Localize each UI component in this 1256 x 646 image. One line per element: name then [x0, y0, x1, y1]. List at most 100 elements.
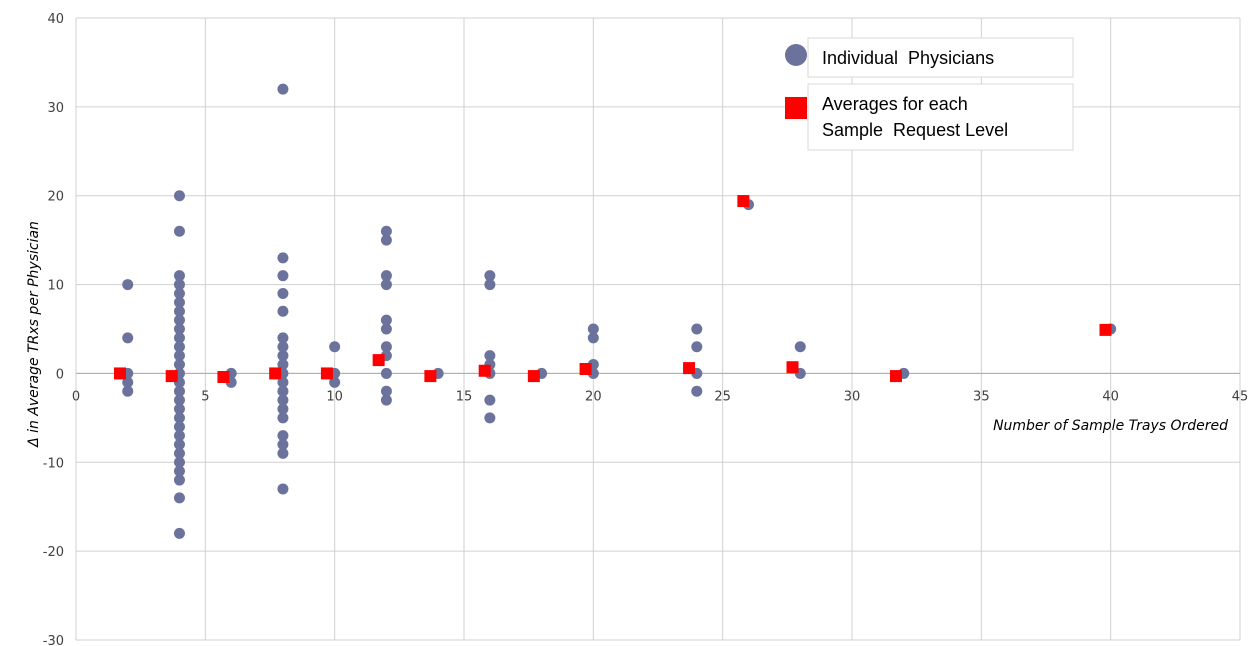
physician-point — [277, 332, 289, 344]
physician-point — [484, 350, 496, 362]
physician-point — [173, 474, 185, 486]
physician-point — [277, 341, 289, 353]
x-tick-label: 45 — [1232, 389, 1249, 404]
physician-point — [484, 394, 496, 406]
physician-point — [587, 323, 599, 335]
physician-point — [173, 394, 185, 406]
physician-point — [173, 447, 185, 459]
physician-point — [691, 341, 703, 353]
average-point — [1099, 323, 1112, 336]
physician-point — [380, 225, 392, 237]
physician-point — [277, 412, 289, 424]
physician-point — [173, 323, 185, 335]
x-tick-label: 30 — [844, 389, 861, 404]
physician-point — [794, 341, 806, 353]
physician-point — [277, 430, 289, 442]
average-point — [320, 367, 333, 380]
physician-point — [691, 323, 703, 335]
physician-point — [173, 332, 185, 344]
physician-point — [122, 332, 134, 344]
legend-label-individual-physicians: Individual Physicians — [822, 48, 994, 68]
physician-point — [277, 287, 289, 299]
x-axis-ticks: 0 5 10 15 20 25 30 35 40 45 — [72, 389, 1248, 404]
physician-point — [277, 403, 289, 415]
physician-point — [173, 279, 185, 291]
x-tick-label: 25 — [714, 389, 731, 404]
physician-point — [122, 279, 134, 291]
average-point — [527, 370, 540, 383]
physician-point — [329, 341, 341, 353]
physician-point — [329, 376, 341, 388]
legend-label-averages-line2: Sample Request Level — [822, 120, 1008, 140]
y-tick-label: 10 — [47, 279, 64, 294]
legend-label-averages-line1: Averages for each — [822, 94, 968, 114]
physician-point — [277, 376, 289, 388]
average-point — [478, 364, 491, 377]
physician-point — [173, 190, 185, 202]
physician-point — [173, 287, 185, 299]
data-points — [113, 83, 1117, 539]
physician-point — [380, 234, 392, 246]
average-point — [579, 362, 592, 375]
physician-point — [122, 385, 134, 397]
legend-box-2 — [807, 83, 1074, 151]
y-tick-label: 20 — [47, 190, 64, 205]
physician-point — [277, 385, 289, 397]
physician-point — [173, 270, 185, 282]
legend-box-1 — [807, 37, 1074, 78]
legend: Individual Physicians Averages for each … — [785, 37, 1074, 151]
physician-point — [277, 447, 289, 459]
x-tick-label: 40 — [1102, 389, 1119, 404]
physician-point — [380, 314, 392, 326]
physician-point — [277, 350, 289, 362]
physician-point — [173, 305, 185, 317]
physician-point — [173, 403, 185, 415]
x-tick-label: 5 — [201, 389, 209, 404]
physician-point — [380, 323, 392, 335]
physician-point — [173, 527, 185, 539]
x-tick-label: 35 — [973, 389, 990, 404]
y-tick-label: -30 — [43, 634, 64, 646]
x-tick-label: 15 — [456, 389, 473, 404]
physician-point — [380, 385, 392, 397]
y-axis-title: Δ in Average TRxs per Physician — [26, 221, 42, 448]
physician-point — [277, 252, 289, 264]
physician-point — [173, 430, 185, 442]
x-tick-label: 20 — [585, 389, 602, 404]
physician-point — [380, 270, 392, 282]
y-tick-label: 0 — [56, 367, 64, 382]
y-tick-label: 30 — [47, 101, 64, 116]
x-axis-title: Number of Sample Trays Ordered — [993, 418, 1228, 434]
x-tick-label: 10 — [326, 389, 343, 404]
physician-point — [380, 279, 392, 291]
physician-point — [173, 439, 185, 451]
physician-point — [173, 412, 185, 424]
average-point — [424, 370, 437, 383]
physician-point — [380, 367, 392, 379]
physician-point — [173, 465, 185, 477]
physician-point — [277, 439, 289, 451]
physician-point — [277, 359, 289, 371]
legend-marker-averages — [785, 97, 807, 119]
legend-marker-individual-physicians — [785, 44, 807, 66]
y-tick-label: 40 — [47, 12, 64, 27]
average-point — [889, 370, 902, 383]
physician-point — [173, 225, 185, 237]
physician-point — [122, 376, 134, 388]
physician-point — [173, 492, 185, 504]
average-point — [217, 370, 230, 383]
average-point — [372, 354, 385, 367]
physician-point — [484, 279, 496, 291]
physician-point — [484, 412, 496, 424]
physician-point — [173, 456, 185, 468]
physician-point — [173, 385, 185, 397]
y-axis-ticks: 40 30 20 10 0 -10 -20 -30 — [43, 12, 64, 646]
physician-point — [173, 359, 185, 371]
average-point — [269, 367, 282, 380]
physician-point — [173, 314, 185, 326]
physician-point — [173, 350, 185, 362]
physician-point — [484, 270, 496, 282]
y-tick-label: -20 — [43, 545, 64, 560]
physician-point — [277, 483, 289, 495]
